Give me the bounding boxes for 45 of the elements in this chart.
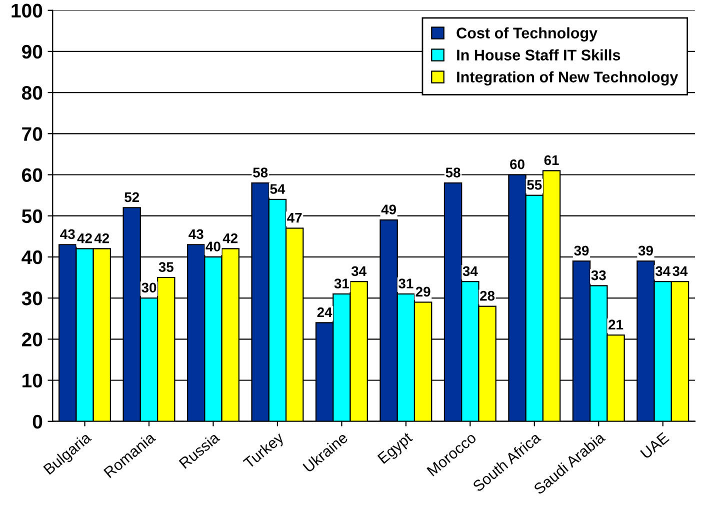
data-label: 34 xyxy=(462,266,478,276)
data-label: 43 xyxy=(188,229,204,240)
data-label: 31 xyxy=(398,278,414,288)
data-label: 30 xyxy=(142,282,156,293)
data-label: 49 xyxy=(381,204,396,214)
data-label: 42 xyxy=(222,233,238,244)
y-tick-label: 30 xyxy=(22,292,42,306)
y-tick-label: 20 xyxy=(22,332,42,346)
data-label: 31 xyxy=(334,278,350,288)
data-label: 55 xyxy=(527,180,542,190)
data-label: 58 xyxy=(253,168,268,178)
data-label: 42 xyxy=(77,233,92,244)
data-label: 39 xyxy=(574,246,589,256)
data-label: 35 xyxy=(158,262,174,272)
data-label: 42 xyxy=(94,233,110,244)
y-tick-label: 50 xyxy=(22,209,42,224)
data-label: 54 xyxy=(270,184,286,194)
data-label: 39 xyxy=(638,246,653,256)
data-label: 60 xyxy=(510,159,524,170)
data-label: 47 xyxy=(287,212,302,223)
data-label: 34 xyxy=(672,266,688,276)
data-label: 34 xyxy=(351,266,366,276)
data-label: 33 xyxy=(591,270,606,280)
data-label: 52 xyxy=(124,192,140,202)
legend-label: In House Staff IT Skills xyxy=(457,49,620,60)
x-tick-label: UAE xyxy=(640,432,670,460)
data-label: 34 xyxy=(655,266,671,276)
legend-label: Cost of Technology xyxy=(456,27,598,42)
data-label: 28 xyxy=(480,290,495,301)
y-tick-label: 100 xyxy=(12,4,42,18)
data-label: 43 xyxy=(60,229,75,240)
y-tick-label: 90 xyxy=(22,44,42,59)
data-label: 40 xyxy=(206,242,220,252)
y-tick-label: 40 xyxy=(22,250,42,264)
data-label: 61 xyxy=(544,155,559,166)
legend-label: Integration of New Technology xyxy=(457,71,678,86)
y-tick-label: 0 xyxy=(32,414,42,429)
y-tick-label: 60 xyxy=(22,168,42,182)
y-tick-label: 70 xyxy=(22,127,42,141)
data-label: 58 xyxy=(446,168,460,178)
y-tick-label: 10 xyxy=(22,374,42,388)
data-label: 21 xyxy=(608,320,624,330)
y-tick-label: 80 xyxy=(22,86,42,100)
data-label: 29 xyxy=(416,286,430,297)
data-label: 24 xyxy=(317,307,332,318)
